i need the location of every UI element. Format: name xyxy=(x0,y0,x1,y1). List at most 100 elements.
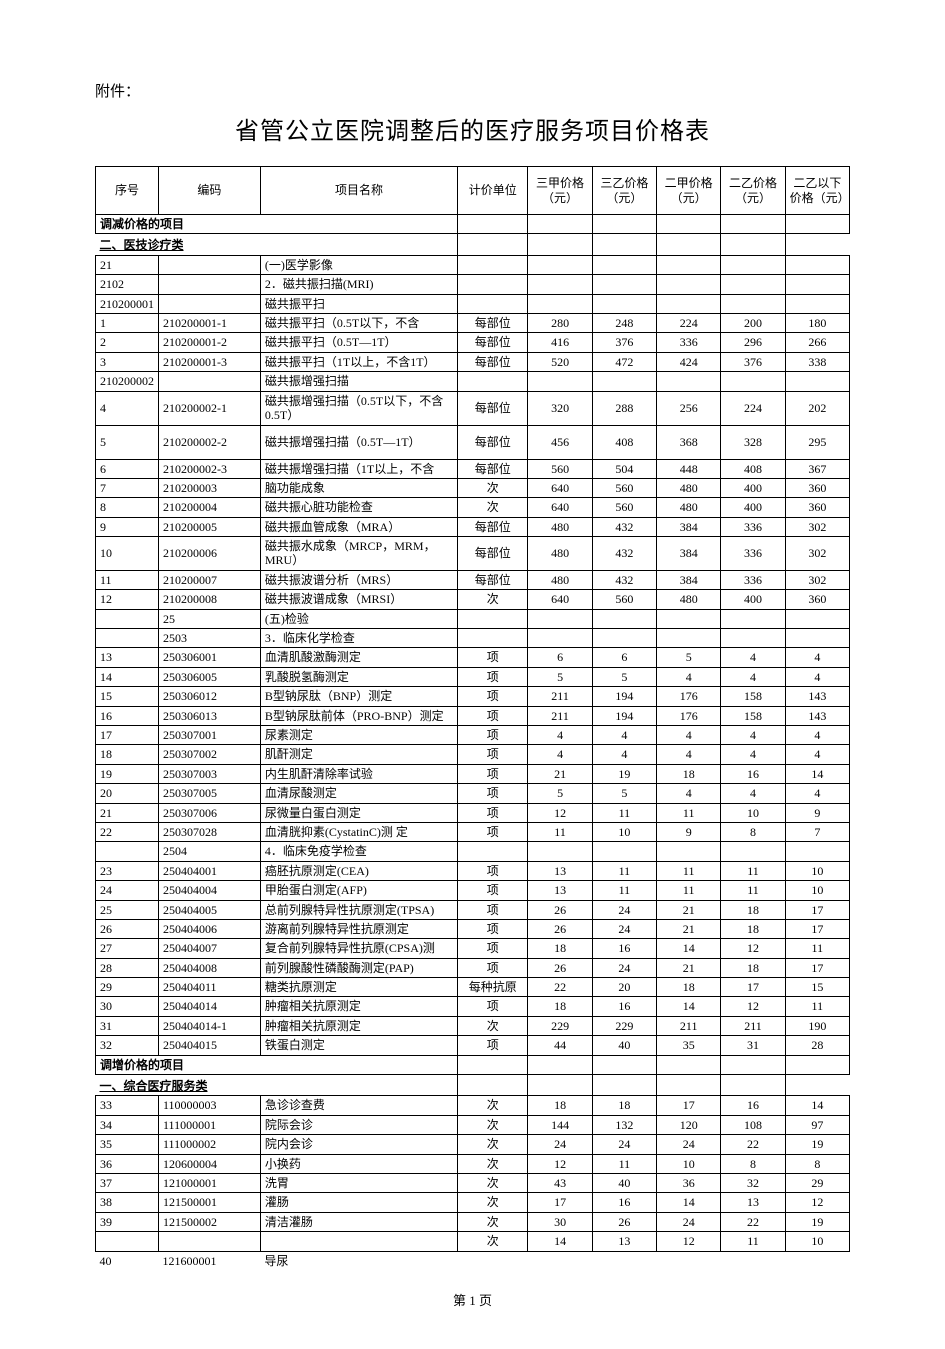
cell: 21 xyxy=(96,255,159,274)
cell: 480 xyxy=(528,517,592,536)
section-label: 调增价格的项目 xyxy=(96,1055,458,1074)
cell xyxy=(657,294,721,313)
cell: 18 xyxy=(721,900,785,919)
cell: 17 xyxy=(657,1096,721,1115)
table-row: 17250307001尿素测定项44444 xyxy=(96,725,850,744)
col-unit: 计价单位 xyxy=(458,167,528,215)
cell: 5 xyxy=(657,648,721,667)
col-p2: 三乙价格（元） xyxy=(592,167,656,215)
table-row: 34111000001院际会诊次14413212010897 xyxy=(96,1115,850,1134)
cell: 29 xyxy=(785,1173,849,1192)
cell: 24 xyxy=(96,881,159,900)
cell: 4 xyxy=(592,745,656,764)
cell: 248 xyxy=(592,313,656,332)
cell: 360 xyxy=(785,498,849,517)
cell: 13 xyxy=(96,648,159,667)
cell: 6 xyxy=(592,648,656,667)
table-row: 13250306001血清肌酸激酶测定项66544 xyxy=(96,648,850,667)
cell: 18 xyxy=(721,919,785,938)
cell: 11 xyxy=(592,861,656,880)
cell: 次 xyxy=(458,1212,528,1231)
cell: 229 xyxy=(528,1016,592,1035)
cell: 384 xyxy=(657,537,721,571)
cell: 肿瘤相关抗原测定 xyxy=(260,997,457,1016)
cell xyxy=(96,629,159,648)
cell: 32 xyxy=(721,1173,785,1192)
cell: 肿瘤相关抗原测定 xyxy=(260,1016,457,1035)
cell: 480 xyxy=(657,590,721,609)
cell: 480 xyxy=(528,537,592,571)
cell: 250404007 xyxy=(159,939,261,958)
cell: 4 xyxy=(721,784,785,803)
cell: 4 xyxy=(721,745,785,764)
table-row: 210200002磁共振增强扫描 xyxy=(96,372,850,391)
cell: 项 xyxy=(458,784,528,803)
cell: 40 xyxy=(592,1173,656,1192)
cell xyxy=(657,629,721,648)
table-row: 16250306013B型钠尿肽前体（PRO-BNP）测定项2111941761… xyxy=(96,706,850,725)
cell: 34 xyxy=(96,1115,159,1134)
cell: 250404006 xyxy=(159,919,261,938)
table-row: 32250404015铁蛋白测定项4440353128 xyxy=(96,1036,850,1055)
table-row: 18250307002肌酐测定项44444 xyxy=(96,745,850,764)
cell: 448 xyxy=(657,459,721,478)
cell: 40 xyxy=(592,1036,656,1055)
cell: 250404008 xyxy=(159,958,261,977)
table-row: 20250307005血清尿酸测定项55444 xyxy=(96,784,850,803)
cell: 24 xyxy=(592,958,656,977)
cell: 24 xyxy=(528,1135,592,1154)
cell: 367 xyxy=(785,459,849,478)
cell: 210200002-1 xyxy=(159,391,261,425)
cell: 次 xyxy=(458,590,528,609)
table-row: 26250404006游离前列腺特异性抗原测定项2624211817 xyxy=(96,919,850,938)
cell xyxy=(528,275,592,294)
table-row: 调减价格的项目 xyxy=(96,215,850,234)
section-label: 调减价格的项目 xyxy=(96,215,458,234)
cell: 10 xyxy=(721,803,785,822)
cell xyxy=(785,372,849,391)
cell: 120600004 xyxy=(159,1154,261,1173)
cell: 97 xyxy=(785,1115,849,1134)
cell: 4 xyxy=(96,391,159,425)
cell: 24 xyxy=(657,1212,721,1231)
cell: 11 xyxy=(657,881,721,900)
cell xyxy=(657,1251,721,1270)
cell xyxy=(657,215,721,234)
cell: 250404004 xyxy=(159,881,261,900)
cell: 11 xyxy=(592,881,656,900)
cell: 总前列腺特异性抗原测定(TPSA) xyxy=(260,900,457,919)
cell: 18 xyxy=(721,958,785,977)
cell: 143 xyxy=(785,706,849,725)
cell: 560 xyxy=(592,498,656,517)
cell: B型钠尿肽前体（PRO-BNP）测定 xyxy=(260,706,457,725)
cell: 项 xyxy=(458,1036,528,1055)
cell: 15 xyxy=(785,978,849,997)
cell xyxy=(785,609,849,628)
cell: 16 xyxy=(96,706,159,725)
table-row: 39121500002清洁灌肠次3026242219 xyxy=(96,1212,850,1231)
table-row: 19250307003内生肌酐清除率试验项2119181614 xyxy=(96,764,850,783)
table-row: 21(一)医学影像 xyxy=(96,255,850,274)
cell: 次 xyxy=(458,478,528,497)
cell: 17 xyxy=(528,1193,592,1212)
cell: 26 xyxy=(528,919,592,938)
cell: 12 xyxy=(721,939,785,958)
cell: 144 xyxy=(528,1115,592,1134)
cell: 368 xyxy=(657,425,721,459)
cell: 11 xyxy=(96,570,159,589)
cell xyxy=(458,234,528,255)
cell: 4 xyxy=(528,745,592,764)
cell xyxy=(159,1232,261,1251)
cell xyxy=(721,215,785,234)
cell: 21 xyxy=(657,900,721,919)
cell: 110000003 xyxy=(159,1096,261,1115)
cell: 每部位 xyxy=(458,459,528,478)
cell: 18 xyxy=(657,978,721,997)
cell: 21 xyxy=(657,919,721,938)
table-row: 37121000001洗胃次4340363229 xyxy=(96,1173,850,1192)
cell xyxy=(458,255,528,274)
cell: 176 xyxy=(657,687,721,706)
cell: 250306013 xyxy=(159,706,261,725)
table-row: 25044．临床免疫学检查 xyxy=(96,842,850,861)
cell xyxy=(721,609,785,628)
